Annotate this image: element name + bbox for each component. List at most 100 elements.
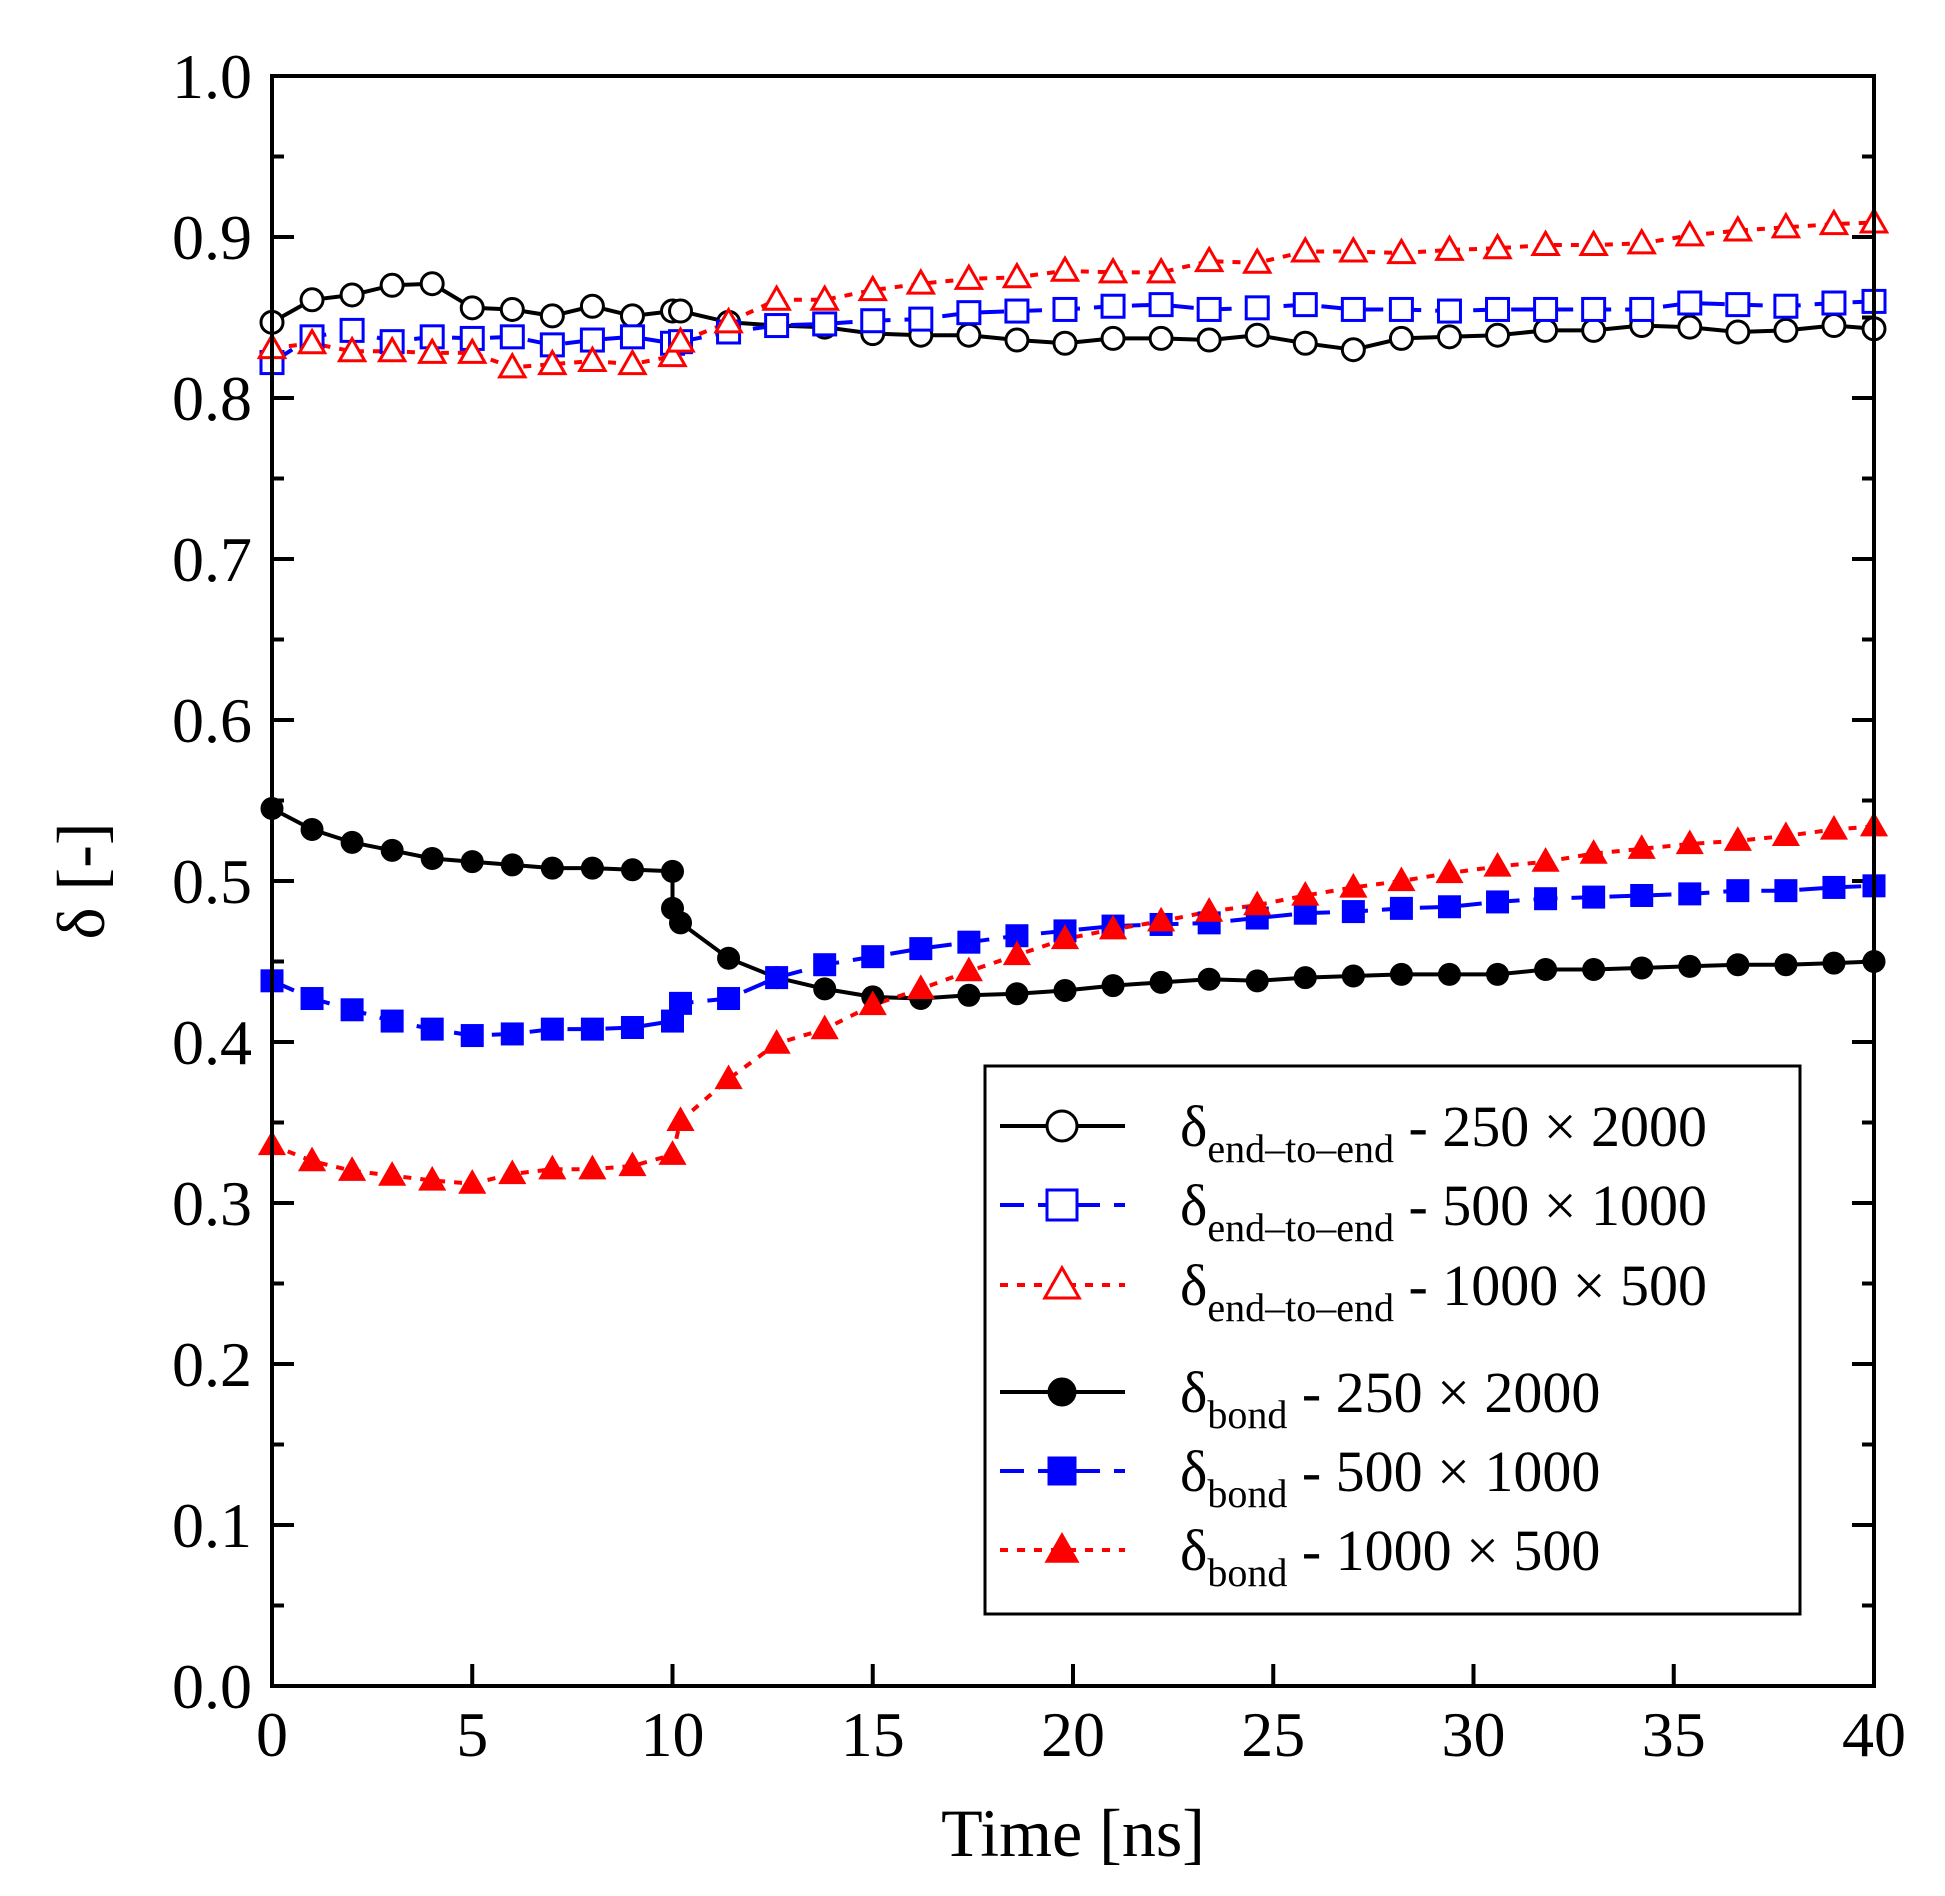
data-point-s3 xyxy=(809,284,840,311)
legend-label-3: δend–to–end - 1000 × 500 xyxy=(1180,1253,1707,1330)
data-point-s6 xyxy=(1819,814,1849,840)
data-point-s6 xyxy=(1339,872,1368,898)
data-point-s5 xyxy=(1822,875,1846,899)
data-point-s1 xyxy=(1100,325,1126,351)
data-point-s3 xyxy=(497,351,528,379)
x-axis-title: Time [ns] xyxy=(941,1795,1205,1871)
legend-marker-3 xyxy=(1042,1264,1082,1300)
data-point-s6 xyxy=(1675,829,1704,855)
data-point-s6 xyxy=(338,1156,367,1181)
x-tick-label: 0 xyxy=(256,1699,288,1770)
legend-symbol: δ xyxy=(1180,1360,1207,1425)
data-point-s3 xyxy=(713,306,744,334)
data-point-s2 xyxy=(764,313,790,339)
data-point-s4 xyxy=(1389,962,1413,986)
data-point-s4 xyxy=(1486,962,1510,986)
data-point-s6 xyxy=(1435,858,1464,884)
y-tick-label: 0.4 xyxy=(172,1007,252,1078)
data-point-s4 xyxy=(1245,969,1269,993)
data-point-s3 xyxy=(336,335,368,363)
data-point-s4 xyxy=(1630,956,1654,980)
data-point-s3 xyxy=(761,284,792,311)
data-point-s3 xyxy=(537,348,568,376)
legend-symbol: δ xyxy=(1180,1173,1207,1238)
data-point-s6 xyxy=(297,1146,327,1172)
legend-subscript: bond xyxy=(1207,1550,1287,1595)
x-tick-label: 35 xyxy=(1642,1699,1706,1770)
data-point-s6 xyxy=(1291,880,1320,906)
legend-marker-1 xyxy=(1045,1109,1079,1143)
legend-label-4: δbond - 250 × 2000 xyxy=(1180,1360,1600,1437)
data-point-s2 xyxy=(860,308,886,334)
data-point-s2 xyxy=(1244,295,1270,321)
y-tick-label: 0.3 xyxy=(172,1168,252,1239)
data-point-s6 xyxy=(906,974,935,999)
data-point-s3 xyxy=(905,268,937,295)
data-point-s1 xyxy=(579,293,605,319)
legend-label-2: δend–to–end - 500 × 1000 xyxy=(1180,1173,1707,1250)
legend-label-6: δbond - 1000 × 500 xyxy=(1180,1518,1600,1595)
data-point-s4 xyxy=(1774,953,1798,977)
data-point-s3 xyxy=(1049,255,1081,282)
y-tick-label: 0.5 xyxy=(172,846,252,917)
legend-config: - 250 × 2000 xyxy=(1394,1094,1707,1159)
data-point-s5 xyxy=(813,953,837,977)
data-point-s1 xyxy=(1244,322,1270,348)
data-point-s6 xyxy=(1579,839,1608,864)
data-point-s1 xyxy=(1533,317,1559,343)
data-point-s1 xyxy=(539,303,565,329)
data-point-s6 xyxy=(666,1106,695,1132)
data-point-s1 xyxy=(379,272,405,298)
data-point-s6 xyxy=(762,1029,791,1054)
data-point-s1 xyxy=(1388,325,1414,351)
data-point-s6 xyxy=(1147,906,1176,932)
data-point-s2 xyxy=(1340,296,1366,322)
data-point-s2 xyxy=(1052,296,1078,322)
data-point-s2 xyxy=(1581,296,1607,322)
y-tick-label: 1.0 xyxy=(172,41,252,112)
data-point-s4 xyxy=(620,858,644,882)
data-point-s2 xyxy=(1436,298,1462,324)
data-point-s2 xyxy=(1533,296,1559,322)
data-point-s5 xyxy=(1774,879,1798,903)
data-point-s1 xyxy=(1773,317,1799,343)
data-point-s2 xyxy=(1485,296,1511,322)
data-point-s2 xyxy=(1388,296,1414,322)
data-point-s6 xyxy=(1050,924,1080,950)
y-tick-label: 0.1 xyxy=(172,1490,252,1561)
legend-symbol: δ xyxy=(1180,1439,1207,1504)
data-point-s1 xyxy=(1581,317,1607,343)
data-point-s6 xyxy=(858,990,887,1016)
data-point-s3 xyxy=(1626,227,1657,255)
data-point-s2 xyxy=(812,311,838,337)
data-point-s4 xyxy=(1341,964,1365,988)
data-point-s3 xyxy=(457,337,488,364)
legend-marker-6 xyxy=(1044,1532,1080,1563)
data-point-s2 xyxy=(1725,292,1751,318)
legend-label-1: δend–to–end - 250 × 2000 xyxy=(1180,1094,1707,1171)
data-point-s6 xyxy=(458,1169,487,1194)
data-point-s6 xyxy=(658,1140,687,1165)
data-point-s3 xyxy=(1241,247,1273,274)
y-tick-label: 0.2 xyxy=(172,1329,252,1400)
data-point-s2 xyxy=(956,300,982,326)
legend-marker-4 xyxy=(1047,1377,1077,1407)
data-point-s3 xyxy=(1001,261,1033,289)
data-point-s6 xyxy=(1531,847,1560,872)
data-point-s4 xyxy=(1101,974,1125,998)
data-point-s1 xyxy=(956,322,982,348)
data-point-s6 xyxy=(1387,866,1416,892)
data-point-s3 xyxy=(1578,229,1609,257)
data-point-s4 xyxy=(717,946,741,970)
data-point-s5 xyxy=(580,1017,604,1041)
data-point-s1 xyxy=(1725,319,1751,345)
data-point-s1 xyxy=(1196,327,1222,353)
legend-subscript: bond xyxy=(1207,1392,1287,1437)
data-point-s6 xyxy=(954,956,983,982)
data-point-s6 xyxy=(1483,851,1512,877)
data-point-s4 xyxy=(813,977,837,1001)
series-markers xyxy=(256,206,1890,1194)
data-point-s6 xyxy=(810,1014,839,1040)
data-point-s1 xyxy=(668,298,694,324)
